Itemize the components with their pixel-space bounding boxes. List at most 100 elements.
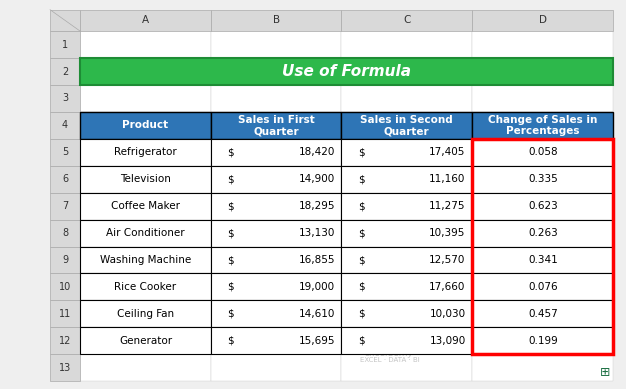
Text: 16,855: 16,855 bbox=[299, 255, 335, 265]
Bar bbox=[472, 139, 613, 166]
Bar bbox=[472, 166, 613, 193]
Bar bbox=[50, 10, 80, 31]
Bar bbox=[341, 166, 472, 193]
Bar bbox=[341, 112, 472, 139]
Bar bbox=[341, 166, 472, 193]
Text: 0.335: 0.335 bbox=[528, 174, 558, 184]
Bar bbox=[50, 193, 80, 220]
Bar bbox=[211, 139, 341, 166]
Bar bbox=[80, 220, 211, 247]
Text: 0.457: 0.457 bbox=[528, 309, 558, 319]
Text: 17,660: 17,660 bbox=[429, 282, 466, 292]
Bar bbox=[211, 112, 341, 139]
Text: Television: Television bbox=[120, 174, 171, 184]
Text: 17,405: 17,405 bbox=[429, 147, 466, 157]
Bar bbox=[341, 58, 472, 85]
Text: 13,130: 13,130 bbox=[299, 228, 335, 238]
Text: $: $ bbox=[357, 255, 364, 265]
Bar bbox=[50, 354, 80, 381]
Text: 13,090: 13,090 bbox=[429, 336, 466, 346]
Text: 0.199: 0.199 bbox=[528, 336, 558, 346]
Text: 1: 1 bbox=[62, 40, 68, 49]
Bar bbox=[211, 85, 341, 112]
Text: Use of Formula: Use of Formula bbox=[282, 64, 411, 79]
Text: 11: 11 bbox=[59, 309, 71, 319]
Bar bbox=[80, 247, 211, 273]
Bar bbox=[211, 166, 341, 193]
Text: $: $ bbox=[357, 336, 364, 346]
Bar bbox=[472, 247, 613, 273]
Bar bbox=[50, 247, 80, 273]
Text: 18,420: 18,420 bbox=[299, 147, 335, 157]
Bar bbox=[472, 139, 613, 166]
Bar bbox=[80, 220, 211, 247]
Text: Sales in First
Quarter: Sales in First Quarter bbox=[238, 115, 314, 136]
Bar bbox=[211, 247, 341, 273]
Text: C: C bbox=[403, 16, 411, 25]
Bar bbox=[211, 247, 341, 273]
Text: $: $ bbox=[357, 228, 364, 238]
Bar bbox=[211, 300, 341, 328]
Bar bbox=[211, 220, 341, 247]
Bar bbox=[50, 300, 80, 328]
Text: 10: 10 bbox=[59, 282, 71, 292]
Bar bbox=[50, 139, 80, 166]
Text: ⊞: ⊞ bbox=[600, 366, 610, 379]
Text: 18,295: 18,295 bbox=[299, 201, 335, 211]
Text: $: $ bbox=[357, 147, 364, 157]
Bar bbox=[50, 31, 80, 58]
Bar bbox=[472, 139, 613, 354]
Text: B: B bbox=[272, 16, 280, 25]
Bar bbox=[472, 220, 613, 247]
Bar bbox=[80, 300, 211, 328]
Text: 2: 2 bbox=[62, 67, 68, 77]
Bar bbox=[341, 247, 472, 273]
Text: 0.341: 0.341 bbox=[528, 255, 558, 265]
Text: $: $ bbox=[227, 201, 233, 211]
Text: 5: 5 bbox=[62, 147, 68, 157]
Bar bbox=[50, 166, 80, 193]
Bar bbox=[50, 85, 80, 112]
Text: 0.058: 0.058 bbox=[528, 147, 558, 157]
Bar bbox=[341, 139, 472, 166]
Bar bbox=[80, 328, 211, 354]
Bar bbox=[341, 354, 472, 381]
Text: Air Conditioner: Air Conditioner bbox=[106, 228, 185, 238]
Bar bbox=[472, 328, 613, 354]
Text: 4: 4 bbox=[62, 120, 68, 130]
Text: 11,160: 11,160 bbox=[429, 174, 466, 184]
Bar bbox=[341, 85, 472, 112]
Text: 14,610: 14,610 bbox=[299, 309, 335, 319]
Text: 11,275: 11,275 bbox=[429, 201, 466, 211]
Bar bbox=[50, 328, 80, 354]
Bar bbox=[211, 112, 341, 139]
Text: Ceiling Fan: Ceiling Fan bbox=[117, 309, 174, 319]
Text: $: $ bbox=[227, 309, 233, 319]
Bar bbox=[80, 166, 211, 193]
Text: Product: Product bbox=[123, 120, 168, 130]
Text: $: $ bbox=[227, 147, 233, 157]
Text: EXCEL · DATA · BI: EXCEL · DATA · BI bbox=[359, 357, 419, 363]
Bar bbox=[472, 354, 613, 381]
Text: A: A bbox=[142, 16, 149, 25]
Bar bbox=[211, 273, 341, 300]
Text: 19,000: 19,000 bbox=[299, 282, 335, 292]
Bar bbox=[80, 166, 211, 193]
Bar bbox=[50, 58, 80, 85]
Text: exceldemy: exceldemy bbox=[365, 349, 414, 359]
Text: 14,900: 14,900 bbox=[299, 174, 335, 184]
Text: Sales in Second
Quarter: Sales in Second Quarter bbox=[361, 115, 453, 136]
Bar bbox=[472, 273, 613, 300]
Bar bbox=[80, 10, 211, 31]
Bar bbox=[472, 58, 613, 85]
Bar bbox=[472, 112, 613, 139]
Text: Rice Cooker: Rice Cooker bbox=[115, 282, 177, 292]
Bar bbox=[211, 193, 341, 220]
Bar bbox=[211, 328, 341, 354]
Text: $: $ bbox=[227, 282, 233, 292]
Text: Generator: Generator bbox=[119, 336, 172, 346]
Bar bbox=[341, 273, 472, 300]
Bar bbox=[211, 58, 341, 85]
Text: Change of Sales in
Percentages: Change of Sales in Percentages bbox=[488, 115, 597, 136]
Bar bbox=[80, 139, 211, 166]
